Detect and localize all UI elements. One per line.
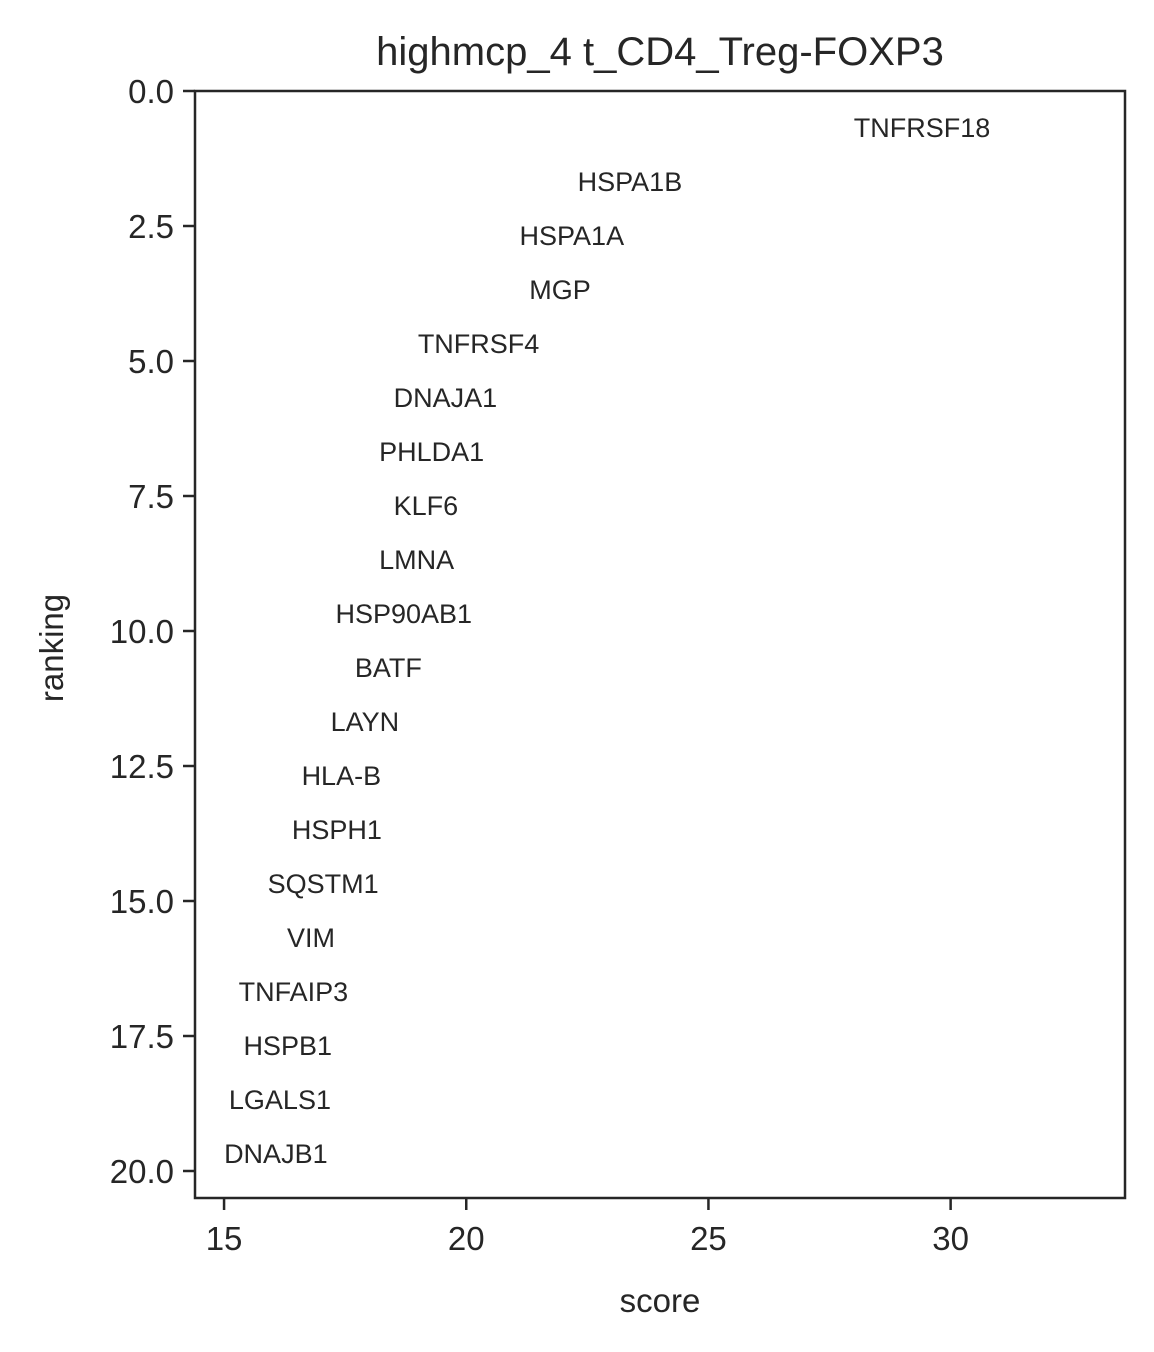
plot-area-frame [193, 89, 1127, 1200]
gene-label: VIM [287, 923, 335, 953]
gene-label: HSP90AB1 [335, 599, 472, 629]
y-tick-label: 5.0 [128, 343, 174, 380]
y-tick-label: 20.0 [110, 1153, 174, 1190]
gene-label: LMNA [379, 545, 454, 575]
gene-labels: TNFRSF18 HSPA1B HSPA1A MGP TNFRSF4 DNAJA1 PHLD… [224, 113, 990, 1169]
gene-label: TNFAIP3 [239, 977, 349, 1007]
gene-label: MGP [529, 275, 591, 305]
x-axis: 15 20 25 30 [206, 1198, 969, 1257]
gene-label: LGALS1 [229, 1085, 331, 1115]
y-axis-label: ranking [33, 594, 70, 702]
gene-label: HSPH1 [292, 815, 382, 845]
gene-label: LAYN [331, 707, 400, 737]
gene-label: KLF6 [394, 491, 459, 521]
y-tick-label: 17.5 [110, 1018, 174, 1055]
x-tick-label: 30 [932, 1220, 969, 1257]
y-tick-label: 15.0 [110, 883, 174, 920]
x-tick-label: 25 [690, 1220, 727, 1257]
y-axis: 0.0 2.5 5.0 7.5 10.0 12.5 15.0 17.5 20.0 [110, 73, 195, 1190]
gene-label: HLA-B [302, 761, 382, 791]
x-tick-label: 20 [448, 1220, 485, 1257]
gene-label: DNAJB1 [224, 1139, 328, 1169]
gene-label: HSPA1A [520, 221, 625, 251]
gene-label: PHLDA1 [379, 437, 484, 467]
gene-label: TNFRSF4 [418, 329, 540, 359]
y-tick-label: 2.5 [128, 208, 174, 245]
gene-label: DNAJA1 [394, 383, 498, 413]
gene-label: SQSTM1 [268, 869, 379, 899]
chart-title: highmcp_4 t_CD4_Treg-FOXP3 [376, 30, 944, 74]
x-axis-label: score [620, 1282, 701, 1319]
gene-label: HSPA1B [578, 167, 683, 197]
y-tick-label: 7.5 [128, 478, 174, 515]
y-tick-label: 10.0 [110, 613, 174, 650]
gene-label: BATF [355, 653, 422, 683]
x-tick-label: 15 [206, 1220, 243, 1257]
y-tick-label: 12.5 [110, 748, 174, 785]
gene-label: TNFRSF18 [854, 113, 991, 143]
y-tick-label: 0.0 [128, 73, 174, 110]
gene-label: HSPB1 [243, 1031, 332, 1061]
